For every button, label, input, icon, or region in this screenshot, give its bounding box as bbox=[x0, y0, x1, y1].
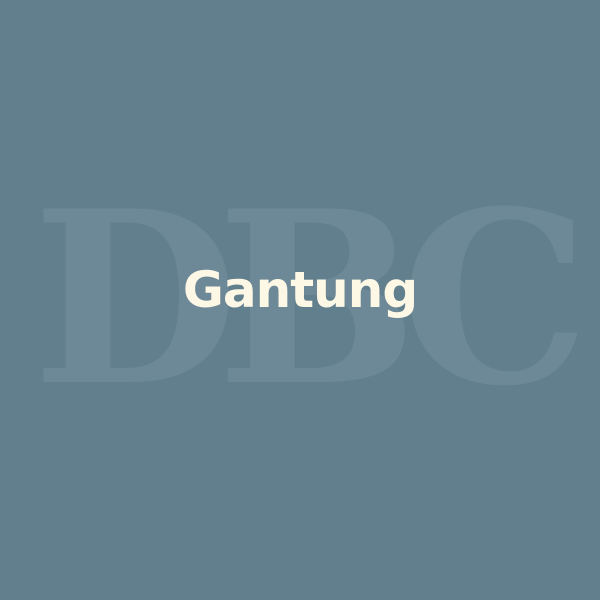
cover-title: Gantung bbox=[182, 261, 418, 319]
watermark-logo: DBC bbox=[32, 160, 589, 439]
